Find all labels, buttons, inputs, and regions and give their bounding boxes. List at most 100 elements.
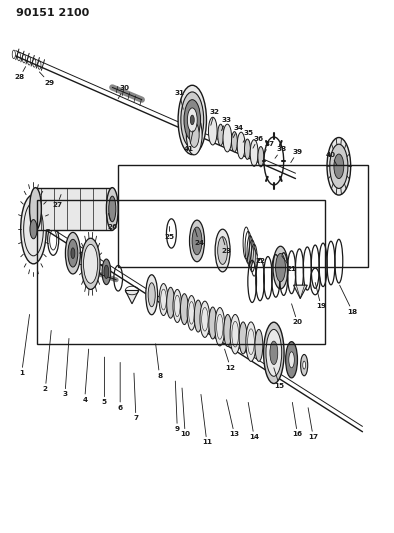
Ellipse shape [301,354,308,376]
Ellipse shape [275,253,285,281]
Text: 6: 6 [117,362,123,411]
Text: 40: 40 [326,151,337,165]
Text: 11: 11 [201,394,212,446]
Ellipse shape [209,307,217,339]
Text: 31: 31 [174,90,184,109]
Text: 17: 17 [308,408,318,440]
Ellipse shape [106,188,118,230]
Text: 20: 20 [292,304,303,326]
Text: 3: 3 [63,338,69,398]
Ellipse shape [215,308,225,346]
Text: 26: 26 [107,213,117,230]
Ellipse shape [264,322,284,384]
Text: 12: 12 [225,349,236,371]
Text: 28: 28 [15,67,26,80]
Ellipse shape [30,220,37,239]
Ellipse shape [81,238,100,289]
Ellipse shape [159,284,168,316]
Text: 22: 22 [254,248,265,264]
Text: 18: 18 [340,285,358,315]
Text: 9: 9 [175,381,180,432]
Ellipse shape [178,85,206,155]
Ellipse shape [102,259,111,285]
Text: 35: 35 [243,130,253,142]
Bar [35,188,112,230]
Ellipse shape [192,227,202,255]
Ellipse shape [217,124,224,146]
Ellipse shape [230,314,240,354]
Ellipse shape [194,300,202,332]
Ellipse shape [250,140,258,166]
Text: 15: 15 [274,368,285,390]
Ellipse shape [246,322,256,361]
Text: 8: 8 [156,344,162,379]
Ellipse shape [71,248,75,259]
Ellipse shape [330,144,348,189]
Ellipse shape [244,139,251,159]
Ellipse shape [255,329,263,361]
Text: 39: 39 [291,149,303,163]
Text: 21: 21 [282,256,297,272]
Ellipse shape [286,342,297,378]
Ellipse shape [239,322,247,354]
Text: 2: 2 [43,330,51,392]
Text: 19: 19 [315,282,326,310]
Ellipse shape [65,232,80,274]
Ellipse shape [215,229,230,272]
Text: 33: 33 [221,117,232,131]
Ellipse shape [231,132,237,152]
Ellipse shape [200,301,210,337]
Text: 29: 29 [39,72,54,86]
Text: 36: 36 [253,135,263,148]
Text: 90151 2100: 90151 2100 [16,8,89,18]
Ellipse shape [270,341,278,365]
Text: 32: 32 [210,109,220,125]
Ellipse shape [189,122,199,147]
Ellipse shape [109,196,116,222]
Text: 5: 5 [102,357,107,406]
Text: 34: 34 [233,125,243,138]
Text: 37: 37 [264,141,275,154]
Bar [118,165,368,266]
Text: 13: 13 [227,400,240,438]
Ellipse shape [148,282,155,307]
Ellipse shape [237,132,245,159]
Ellipse shape [334,154,344,179]
Polygon shape [125,290,139,304]
Ellipse shape [187,295,196,330]
Ellipse shape [303,361,306,369]
Ellipse shape [84,244,98,284]
Ellipse shape [327,138,351,195]
Ellipse shape [190,220,204,262]
Ellipse shape [266,329,282,376]
Ellipse shape [190,115,194,125]
Ellipse shape [146,275,158,314]
Ellipse shape [273,246,288,289]
Ellipse shape [104,265,109,278]
Text: 16: 16 [292,402,303,438]
Ellipse shape [180,294,188,325]
Ellipse shape [258,147,264,167]
Ellipse shape [173,289,182,322]
Ellipse shape [208,117,217,145]
Ellipse shape [187,108,197,132]
Ellipse shape [181,92,204,148]
Text: 1: 1 [19,314,30,376]
Text: 24: 24 [194,229,204,246]
Text: 41: 41 [184,131,194,152]
Text: 25: 25 [164,227,175,240]
Ellipse shape [186,115,202,155]
Ellipse shape [30,188,41,230]
Ellipse shape [184,100,201,140]
Text: 23: 23 [221,237,232,254]
Ellipse shape [289,352,294,368]
Text: 7: 7 [134,373,138,422]
Polygon shape [294,285,307,298]
Text: 4: 4 [82,349,89,403]
Text: 30: 30 [118,85,129,99]
Text: 14: 14 [248,402,259,440]
Ellipse shape [21,195,46,264]
Text: 38: 38 [275,146,287,158]
Ellipse shape [223,124,232,152]
Text: 10: 10 [180,388,190,438]
